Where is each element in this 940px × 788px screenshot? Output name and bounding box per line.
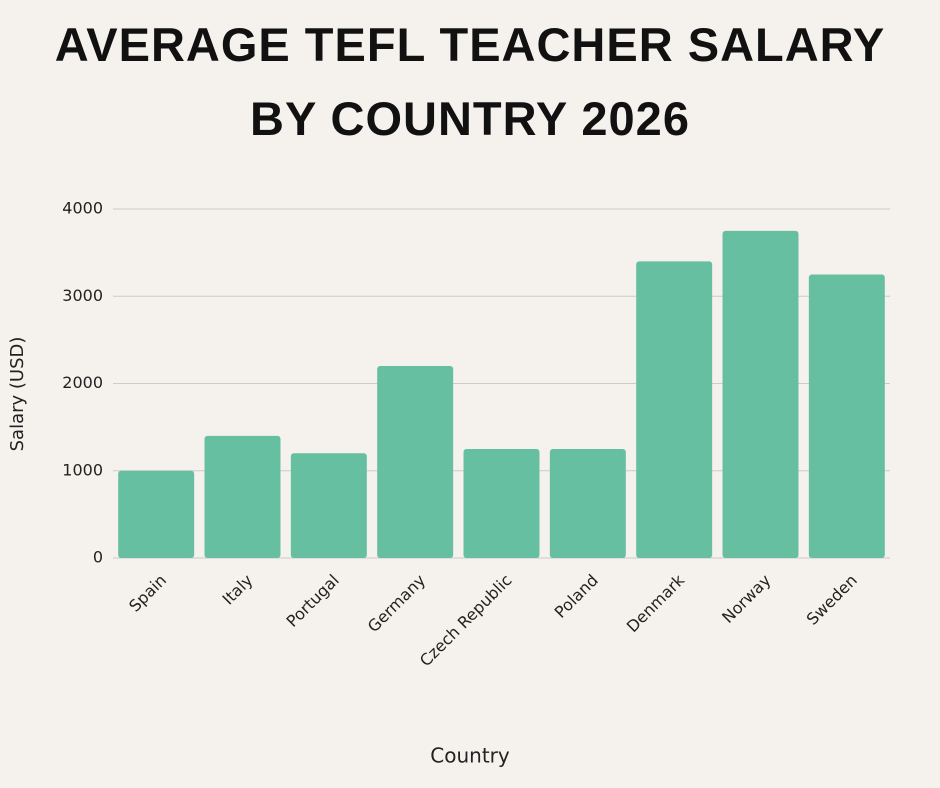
bar [636, 261, 713, 558]
y-axis-label: Salary (USD) [7, 337, 28, 452]
x-tick-label: Germany [364, 571, 429, 636]
bar [808, 274, 885, 558]
chart-title: AVERAGE TEFL TEACHER SALARY BY COUNTRY 2… [54, 18, 886, 145]
y-tick-label: 2000 [62, 373, 103, 392]
x-tick-label: Portugal [283, 571, 343, 631]
x-axis-label: Country [430, 744, 510, 768]
y-tick-label: 4000 [62, 199, 103, 218]
x-tick-label: Sweden [803, 571, 861, 629]
x-tick-label: Norway [718, 571, 774, 627]
x-tick-label: Italy [219, 571, 257, 609]
bar [204, 435, 281, 558]
bar [549, 448, 626, 558]
bar [463, 448, 540, 558]
bar [290, 453, 367, 558]
x-tick-label: Czech Republic [416, 571, 516, 671]
x-tick-label: Poland [551, 571, 602, 622]
bar [722, 230, 799, 558]
y-tick-label: 0 [93, 548, 103, 567]
bar [377, 366, 454, 558]
y-tick-label: 1000 [62, 460, 103, 479]
x-tick-label: Denmark [623, 570, 689, 636]
x-tick-label: Spain [125, 571, 170, 616]
y-tick-label: 3000 [62, 286, 103, 305]
bar [118, 470, 195, 558]
